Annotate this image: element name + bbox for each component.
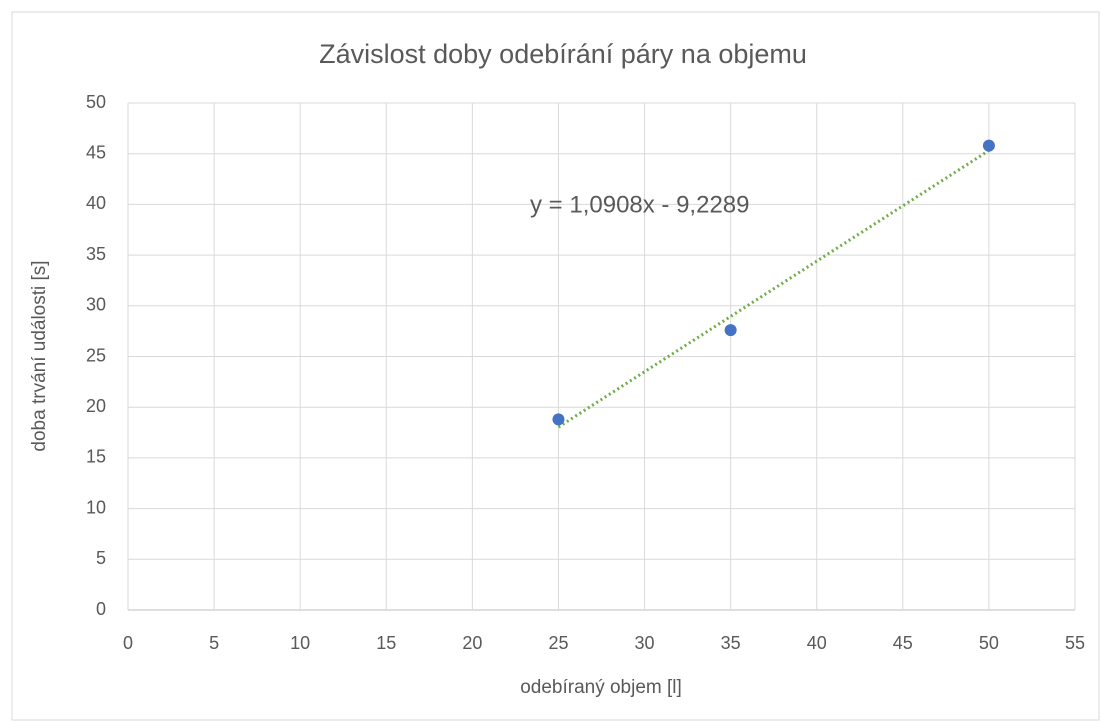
y-tick-label: 25 [86,345,106,365]
x-tick-label: 0 [123,633,133,653]
y-tick-label: 35 [86,244,106,264]
y-tick-label: 5 [96,548,106,568]
x-tick-label: 30 [635,633,655,653]
x-tick-label: 55 [1065,633,1085,653]
x-tick-label: 40 [807,633,827,653]
x-tick-label: 5 [209,633,219,653]
x-tick-label: 45 [893,633,913,653]
y-tick-label: 0 [96,599,106,619]
chart-border [11,11,1100,721]
y-tick-label: 20 [86,396,106,416]
y-tick-label: 10 [86,497,106,517]
trendline-label: y = 1,0908x - 9,2289 [530,191,750,218]
y-tick-label: 40 [86,193,106,213]
x-tick-label: 25 [548,633,568,653]
y-tick-label: 45 [86,142,106,162]
x-tick-label: 10 [290,633,310,653]
trendline [557,149,990,429]
x-tick-label: 15 [376,633,396,653]
point [724,324,737,337]
x-tick-label: 50 [979,633,999,653]
x-tick-label: 35 [721,633,741,653]
y-tick-label: 50 [86,92,106,112]
x-axis-label: odebíraný objem [l] [520,677,682,698]
point [982,139,995,152]
x-tick-label: 20 [462,633,482,653]
chart-title: Závislost doby odebírání páry na objemu [319,39,807,69]
point [552,413,565,426]
y-axis-label: doba trvání události [s] [29,260,50,451]
y-tick-label: 30 [86,295,106,315]
y-tick-label: 15 [86,447,106,467]
